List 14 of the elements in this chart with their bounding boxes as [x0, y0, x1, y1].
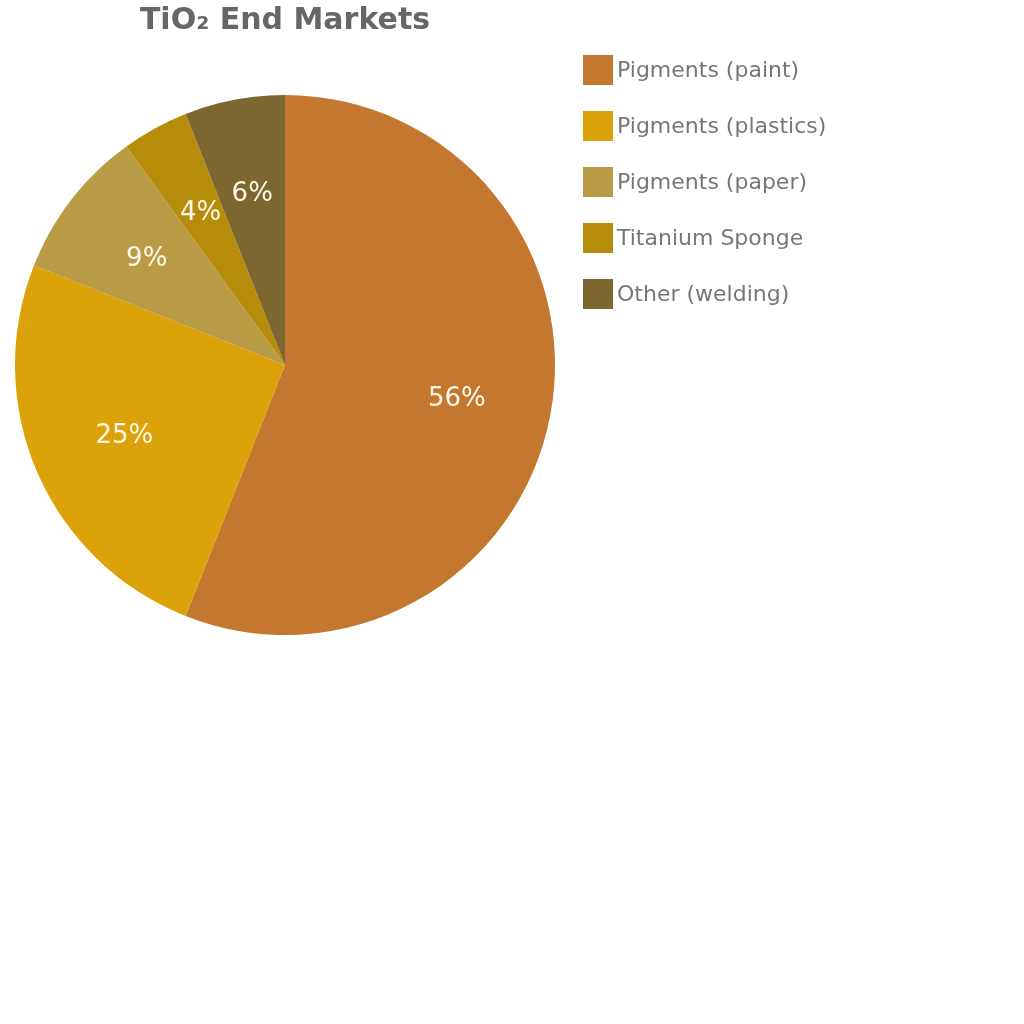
pie-slice [15, 265, 285, 617]
legend-label: Titanium Sponge [616, 225, 804, 250]
data-label: 4% [180, 195, 222, 226]
legend-label: Other (welding) [617, 281, 790, 306]
pie-slice [126, 113, 285, 365]
legend-label: Pigments (paint) [617, 57, 800, 82]
data-label: 25% [95, 418, 154, 449]
chart-title: TiO₂ End Markets [139, 1, 431, 36]
legend-label: Pigments (paper) [617, 169, 808, 194]
pie-slice [33, 146, 285, 365]
data-label: 6% [231, 177, 273, 208]
data-label: 56% [428, 381, 486, 412]
data-label: 9% [126, 241, 168, 272]
legend-label: Pigments (plastics) [617, 113, 827, 138]
